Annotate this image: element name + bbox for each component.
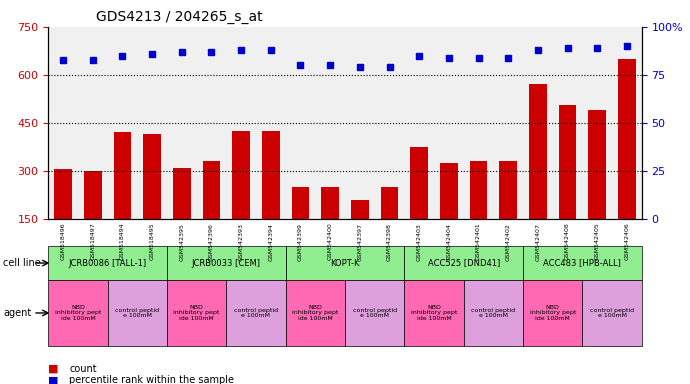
Text: GSM542394: GSM542394	[268, 223, 273, 261]
Text: NBD
inhibitory pept
ide 100mM: NBD inhibitory pept ide 100mM	[173, 305, 220, 321]
Text: GSM542400: GSM542400	[328, 223, 333, 260]
Text: GSM542406: GSM542406	[624, 223, 629, 260]
Text: GSM542407: GSM542407	[535, 223, 540, 261]
Text: NBD
inhibitory pept
ide 100mM: NBD inhibitory pept ide 100mM	[55, 305, 101, 321]
Text: GSM542405: GSM542405	[595, 223, 600, 260]
Text: control peptid
e 100mM: control peptid e 100mM	[471, 308, 515, 318]
Bar	[500, 161, 517, 267]
Text: GSM518497: GSM518497	[90, 223, 95, 260]
Text: GDS4213 / 204265_s_at: GDS4213 / 204265_s_at	[96, 10, 262, 25]
Text: percentile rank within the sample: percentile rank within the sample	[69, 375, 234, 384]
Text: GSM542393: GSM542393	[239, 223, 244, 261]
Bar	[381, 187, 398, 267]
Bar	[351, 200, 368, 267]
Bar	[411, 147, 428, 267]
Text: JCRB0033 [CEM]: JCRB0033 [CEM]	[192, 258, 261, 268]
Bar	[55, 169, 72, 267]
Bar	[262, 131, 279, 267]
Text: NBD
inhibitory pept
ide 100mM: NBD inhibitory pept ide 100mM	[411, 305, 457, 321]
Bar	[440, 163, 457, 267]
Text: GSM518494: GSM518494	[120, 223, 125, 260]
Text: NBD
inhibitory pept
ide 100mM: NBD inhibitory pept ide 100mM	[529, 305, 576, 321]
Bar	[233, 131, 250, 267]
Text: GSM518495: GSM518495	[150, 223, 155, 260]
Text: ACC525 [DND41]: ACC525 [DND41]	[428, 258, 500, 268]
Bar	[144, 134, 161, 267]
Bar	[203, 161, 220, 267]
Text: GSM542395: GSM542395	[179, 223, 184, 261]
Text: JCRB0086 [TALL-1]: JCRB0086 [TALL-1]	[68, 258, 147, 268]
Text: GSM542396: GSM542396	[209, 223, 214, 261]
Bar	[589, 110, 606, 267]
Text: GSM542398: GSM542398	[387, 223, 392, 261]
Text: count: count	[69, 364, 97, 374]
Bar	[173, 168, 190, 267]
Text: GSM542402: GSM542402	[506, 223, 511, 261]
Text: GSM542397: GSM542397	[357, 223, 362, 261]
Bar	[470, 161, 487, 267]
Text: GSM518496: GSM518496	[61, 223, 66, 260]
Bar	[114, 132, 131, 267]
Bar	[559, 105, 576, 267]
Bar	[292, 187, 309, 267]
Text: agent: agent	[3, 308, 32, 318]
Text: ACC483 [HPB-ALL]: ACC483 [HPB-ALL]	[544, 258, 621, 268]
Text: ■: ■	[48, 375, 59, 384]
Bar	[322, 187, 339, 267]
Text: GSM542403: GSM542403	[417, 223, 422, 261]
Text: ■: ■	[48, 364, 59, 374]
Bar	[84, 171, 101, 267]
Text: KOPT-K: KOPT-K	[331, 258, 359, 268]
Text: control peptid
e 100mM: control peptid e 100mM	[353, 308, 397, 318]
Text: NBD
inhibitory pept
ide 100mM: NBD inhibitory pept ide 100mM	[292, 305, 339, 321]
Bar	[529, 84, 546, 267]
Text: control peptid
e 100mM: control peptid e 100mM	[234, 308, 278, 318]
Text: cell line: cell line	[3, 258, 41, 268]
Text: control peptid
e 100mM: control peptid e 100mM	[590, 308, 634, 318]
Bar	[618, 59, 635, 267]
Text: GSM542408: GSM542408	[565, 223, 570, 260]
Text: GSM542404: GSM542404	[446, 223, 451, 261]
Text: GSM542399: GSM542399	[298, 223, 303, 261]
Text: control peptid
e 100mM: control peptid e 100mM	[115, 308, 159, 318]
Text: GSM542401: GSM542401	[476, 223, 481, 260]
